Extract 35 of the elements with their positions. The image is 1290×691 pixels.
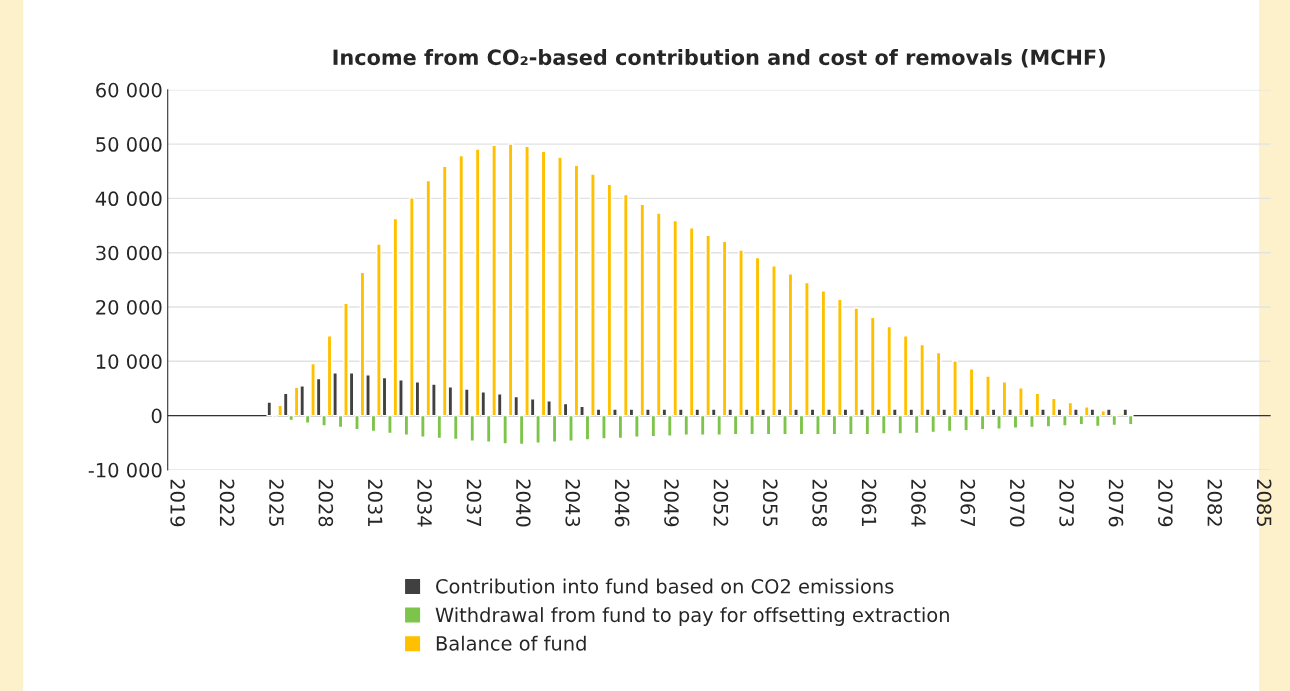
x-tick-label: 2019	[170, 479, 185, 527]
x-tick-label: 2073	[1059, 479, 1074, 527]
y-tick-label: 10 000	[96, 354, 162, 369]
y-tick-label: -10 000	[88, 462, 162, 478]
x-tick-label: 2046	[614, 479, 630, 527]
x-tick-label: 2049	[664, 479, 679, 527]
x-tick-label: 2061	[861, 479, 877, 526]
x-tick-label: 2055	[762, 479, 778, 526]
x-tick-label: 2082	[1207, 479, 1223, 526]
x-tick-label: 2070	[1009, 479, 1025, 527]
x-tick-label: 2028	[318, 479, 334, 527]
legend-label: Contribution into fund based on CO2 emissions	[436, 578, 894, 594]
x-tick-label: 2040	[515, 479, 531, 527]
y-tick-label: 50 000	[96, 137, 162, 152]
y-tick-label: 20 000	[96, 299, 162, 315]
x-tick-label: 2052	[713, 479, 729, 526]
x-tick-label: 2064	[911, 479, 926, 527]
x-tick-label: 2067	[960, 479, 976, 527]
chart-title: Income from CO₂-based contribution and cost of removals (MCHF)	[333, 49, 1105, 68]
y-tick-label: 60 000	[96, 82, 162, 98]
x-tick-label: 2037	[466, 479, 482, 527]
x-tick-label: 2043	[565, 479, 581, 527]
x-tick-label: 2085	[1256, 479, 1272, 526]
y-tick-label: 40 000	[95, 191, 162, 207]
x-tick-label: 2031	[367, 479, 383, 526]
x-tick-label: 2079	[1158, 479, 1173, 527]
y-tick-label: 0	[151, 408, 162, 424]
x-tick-label: 2022	[219, 479, 235, 526]
x-tick-label: 2058	[812, 479, 828, 527]
y-tick-label: 30 000	[96, 245, 162, 261]
x-tick-label: 2034	[417, 479, 432, 527]
legend-label: Withdrawal from fund to pay for offsetting extraction	[435, 607, 949, 626]
legend-label: Balance of fund	[436, 635, 586, 651]
x-tick-label: 2025	[269, 479, 284, 526]
x-tick-label: 2076	[1108, 479, 1124, 527]
